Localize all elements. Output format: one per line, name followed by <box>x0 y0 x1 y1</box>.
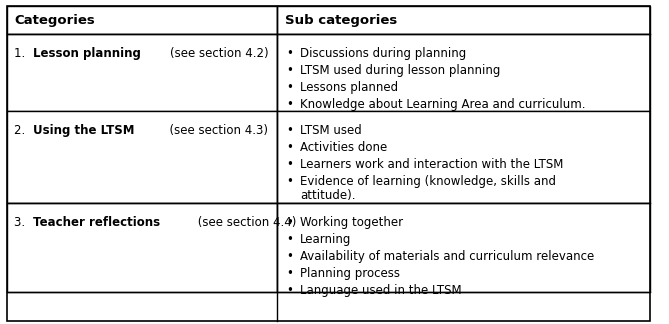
Bar <box>7 6 277 34</box>
Text: LTSM used during lesson planning: LTSM used during lesson planning <box>300 64 500 77</box>
Text: •: • <box>286 250 294 263</box>
Bar <box>7 203 277 292</box>
Text: •: • <box>286 47 294 60</box>
Text: (see section 4.4): (see section 4.4) <box>194 216 296 229</box>
Text: •: • <box>286 98 294 110</box>
Text: •: • <box>286 124 294 137</box>
Text: •: • <box>286 158 294 171</box>
Bar <box>7 34 277 111</box>
Bar <box>277 111 650 203</box>
Text: Availability of materials and curriculum relevance: Availability of materials and curriculum… <box>300 250 594 263</box>
Text: Planning process: Planning process <box>300 267 400 280</box>
Text: Knowledge about Learning Area and curriculum.: Knowledge about Learning Area and curric… <box>300 98 585 110</box>
Text: •: • <box>286 81 294 94</box>
Text: •: • <box>286 175 294 188</box>
Text: Evidence of learning (knowledge, skills and: Evidence of learning (knowledge, skills … <box>300 175 556 188</box>
Text: •: • <box>286 284 294 296</box>
Bar <box>7 111 277 203</box>
Text: •: • <box>286 233 294 246</box>
Text: Learners work and interaction with the LTSM: Learners work and interaction with the L… <box>300 158 563 171</box>
Text: 2.: 2. <box>15 124 29 137</box>
Text: (see section 4.2): (see section 4.2) <box>170 47 269 60</box>
Text: Working together: Working together <box>300 216 403 229</box>
Text: •: • <box>286 64 294 77</box>
Text: Discussions during planning: Discussions during planning <box>300 47 466 60</box>
Text: Lesson planning: Lesson planning <box>33 47 141 60</box>
Text: attitude).: attitude). <box>300 189 355 202</box>
Text: Learning: Learning <box>300 233 351 246</box>
Text: Categories: Categories <box>15 14 95 27</box>
Text: •: • <box>286 267 294 280</box>
Text: Teacher reflections: Teacher reflections <box>33 216 161 229</box>
Text: Language used in the LTSM: Language used in the LTSM <box>300 284 462 296</box>
Text: Sub categories: Sub categories <box>284 14 397 27</box>
Text: Using the LTSM: Using the LTSM <box>33 124 135 137</box>
Text: (see section 4.3): (see section 4.3) <box>162 124 268 137</box>
Text: Activities done: Activities done <box>300 141 387 154</box>
Text: LTSM used: LTSM used <box>300 124 361 137</box>
Bar <box>277 6 650 34</box>
Bar <box>277 203 650 292</box>
Text: •: • <box>286 141 294 154</box>
Text: 1.: 1. <box>15 47 29 60</box>
Text: Lessons planned: Lessons planned <box>300 81 398 94</box>
Text: 3.: 3. <box>15 216 29 229</box>
Text: •: • <box>286 216 294 229</box>
Bar <box>277 34 650 111</box>
